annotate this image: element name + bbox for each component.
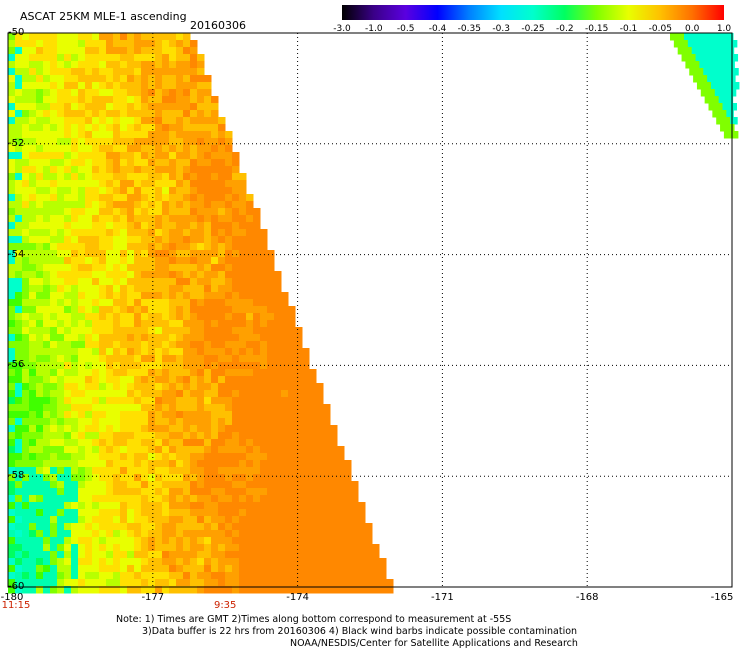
lon-label: -177: [141, 592, 165, 603]
lat-label: -54: [8, 248, 25, 260]
color-scale-label: -0.1: [619, 24, 638, 34]
color-scale-label: -0.3: [492, 24, 510, 34]
lon-label: -174: [286, 592, 309, 603]
color-scale-label: -0.2: [556, 24, 574, 34]
color-scale-label: -0.25: [521, 24, 545, 34]
time-label: 9:35: [213, 600, 237, 611]
color-scale-label: -0.15: [585, 24, 609, 34]
color-scale-labels: -3.0 -1.0 -0.5 -0.4 -0.35 -0.3 -0.25 -0.2 -0.15-…: [330, 24, 732, 36]
time-label: 11:15: [1, 600, 31, 611]
color-scale-gradient: [342, 5, 724, 20]
lat-label: -50: [8, 27, 25, 38]
map-frame: [7, 32, 733, 588]
chart-date: 20160306: [190, 19, 246, 32]
lat-label: -60: [8, 581, 25, 592]
color-scale-label: -3.0: [333, 24, 351, 34]
lon-label: -165: [710, 592, 734, 603]
color-scale-label: 1.0: [716, 24, 732, 34]
note-line-3: NOAA/NESDIS/Center for Satellite Applica…: [290, 638, 578, 649]
note-line-1: Note: 1) Times are GMT 2)Times along bot…: [116, 614, 512, 625]
lat-label: -56: [8, 359, 25, 371]
lon-label: -180: [0, 592, 24, 603]
lat-label: -52: [8, 137, 25, 149]
color-scale-label: -0.4: [428, 24, 447, 34]
lat-label: -58: [8, 470, 25, 482]
graticule: [8, 33, 732, 587]
swath-data: [8, 33, 394, 594]
lon-label: -171: [431, 592, 454, 603]
chart-title: ASCAT 25KM MLE-1 ascending: [20, 10, 187, 23]
color-scale-label: -0.05: [648, 24, 672, 34]
color-scale-label: -0.5: [396, 24, 415, 34]
color-scale-bar: [342, 5, 724, 20]
color-scale-label: 0.0: [684, 24, 700, 34]
swath-corner-data: [670, 33, 740, 139]
color-scale-label: -1.0: [365, 24, 383, 34]
color-scale-label: -0.35: [457, 24, 481, 34]
lon-label: -168: [575, 592, 599, 603]
note-line-2: 3)Data buffer is 22 hrs from 20160306 4)…: [142, 626, 578, 637]
